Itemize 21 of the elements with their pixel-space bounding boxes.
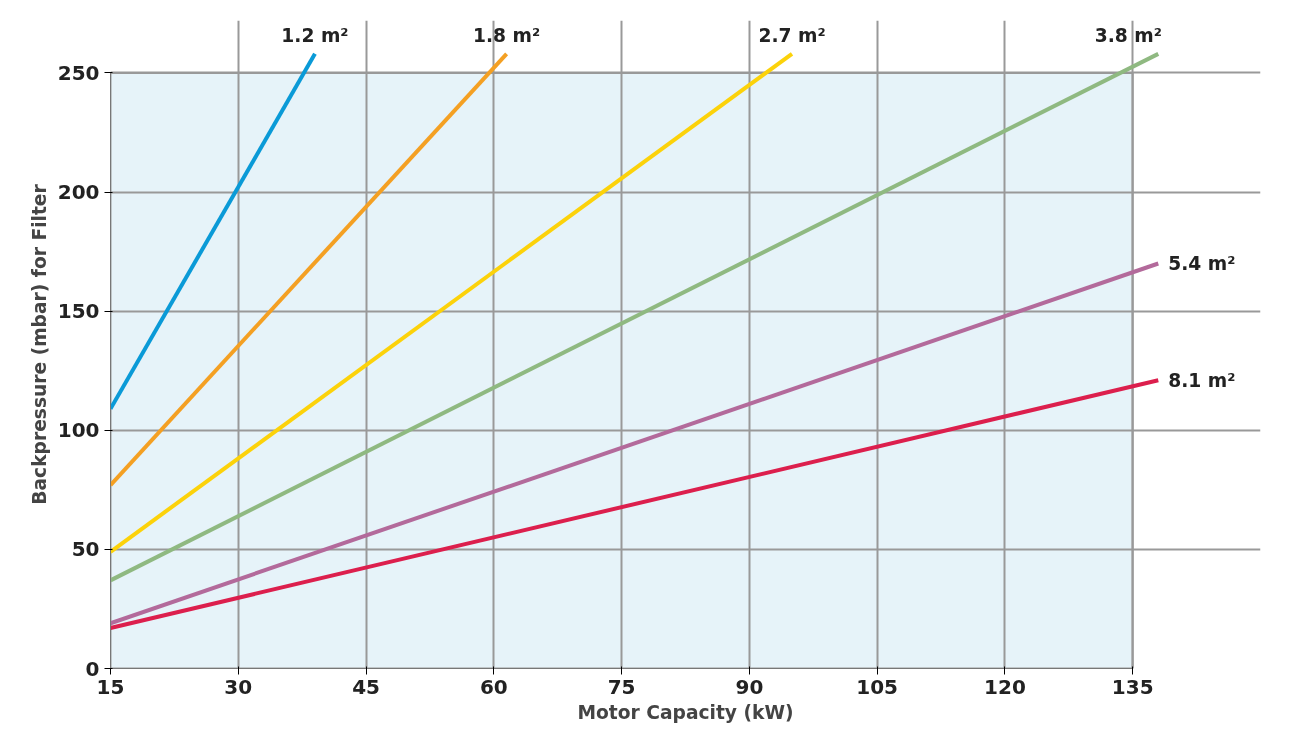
x-tick-label: 30 (224, 674, 253, 699)
series-label: 8.1 m² (1168, 369, 1236, 391)
x-tick-label: 120 (984, 674, 1026, 699)
series-label: 1.8 m² (473, 24, 541, 46)
y-tick-label: 250 (57, 60, 100, 85)
x-tick-label: 45 (352, 674, 380, 699)
x-tick-label: 90 (735, 674, 764, 699)
y-axis-title: Backpressure (mbar) for Filter (28, 183, 50, 505)
x-axis-title: Motor Capacity (kW) (577, 701, 794, 723)
x-tick-label: 60 (479, 674, 508, 699)
series-label: 5.4 m² (1168, 253, 1236, 274)
y-tick-label: 200 (57, 180, 100, 205)
x-tick-label: 75 (607, 674, 636, 699)
y-tick-label: 100 (57, 418, 100, 443)
y-tick-label: 50 (71, 537, 100, 562)
series-label: 1.2 m² (281, 24, 349, 46)
series-label: 3.8 m² (1094, 24, 1162, 46)
x-tick-label: 105 (856, 674, 899, 699)
y-tick-label: 150 (57, 299, 100, 324)
x-tick-label: 135 (1111, 674, 1154, 699)
series-label: 2.7 m² (758, 24, 826, 46)
